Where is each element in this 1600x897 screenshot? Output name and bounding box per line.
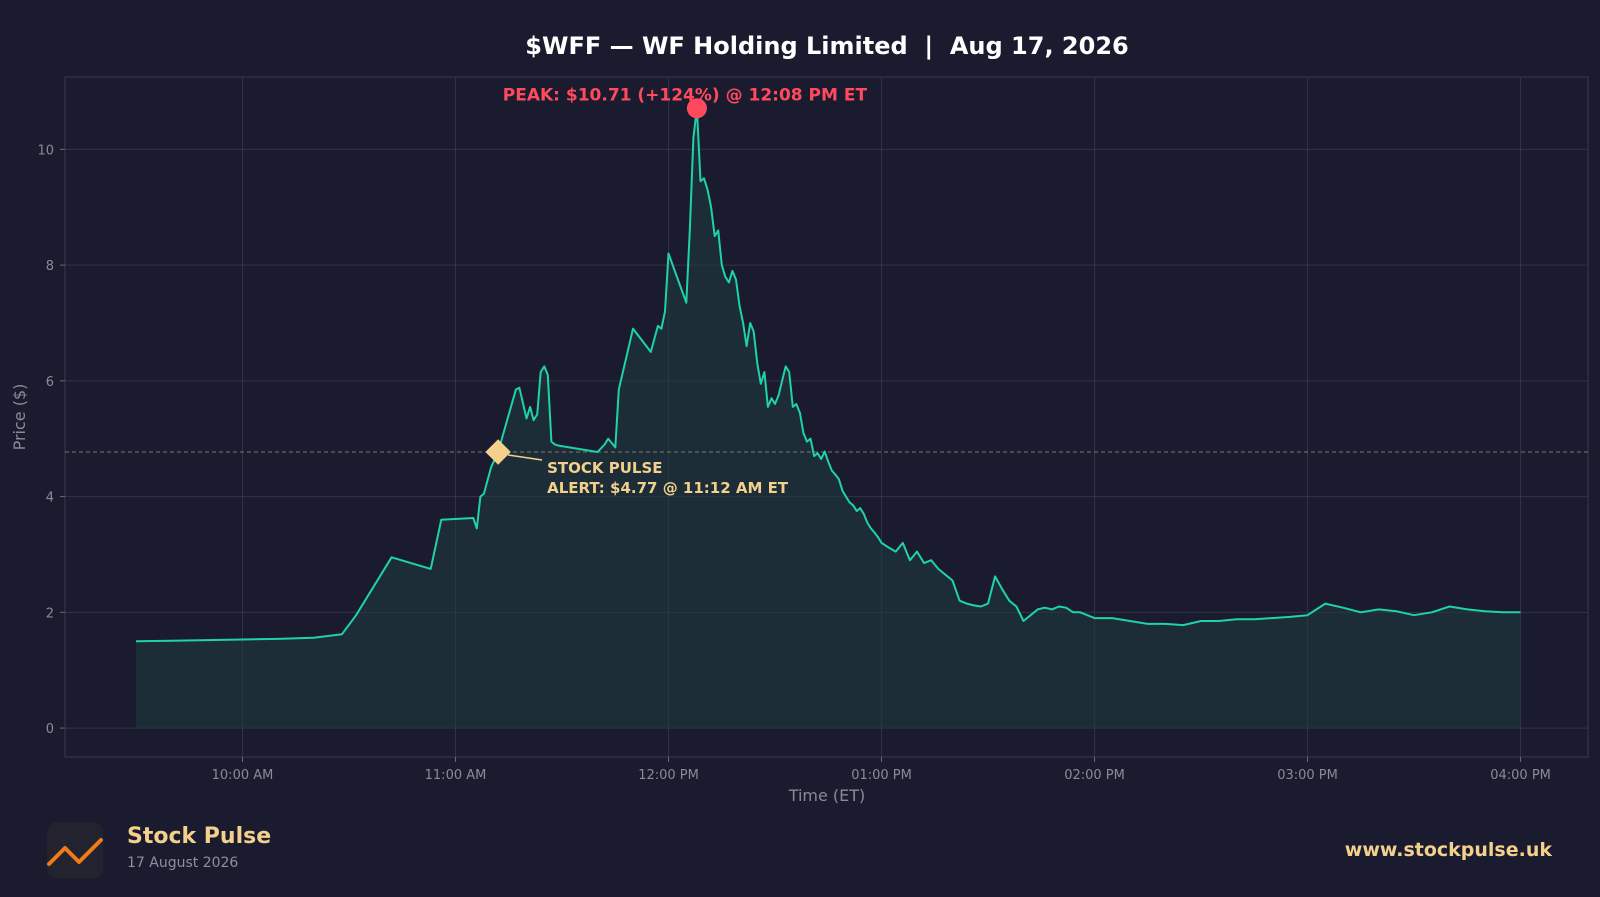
alert-label-detail: ALERT: $4.77 @ 11:12 AM ET xyxy=(547,479,789,497)
footer-date: 17 August 2026 xyxy=(127,855,239,871)
price-line xyxy=(135,107,1521,643)
price-area-fill xyxy=(136,108,1521,729)
chart-title: $WFF — WF Holding Limited | Aug 17, 2026 xyxy=(525,32,1128,60)
stock-pulse-logo xyxy=(47,822,103,878)
peak-marker xyxy=(686,98,707,119)
x-tick-label: 12:00 PM xyxy=(638,768,699,783)
footer-website-link[interactable]: www.stockpulse.uk xyxy=(1344,839,1552,861)
alert-connector xyxy=(508,454,543,461)
y-tick-label: 2 xyxy=(46,606,54,621)
y-tick-label: 4 xyxy=(46,491,54,506)
y-tick-label: 10 xyxy=(37,143,54,158)
plot-frame xyxy=(64,76,1589,758)
x-tick-label: 03:00 PM xyxy=(1277,768,1338,783)
x-tick-label: 04:00 PM xyxy=(1490,768,1551,783)
x-axis-label: Time (ET) xyxy=(788,786,866,805)
x-tick-label: 02:00 PM xyxy=(1064,768,1125,783)
chart-trend-icon xyxy=(47,838,103,866)
alert-label-title: STOCK PULSE xyxy=(547,459,662,477)
x-tick-label: 11:00 AM xyxy=(425,768,487,783)
x-tick-label: 10:00 AM xyxy=(212,768,274,783)
y-axis-label: Price ($) xyxy=(10,384,29,451)
y-tick-label: 6 xyxy=(46,375,54,390)
footer-brand: Stock Pulse xyxy=(127,824,272,849)
y-tick-label: 0 xyxy=(46,722,54,737)
peak-label: PEAK: $10.71 (+124%) @ 12:08 PM ET xyxy=(503,85,868,105)
alert-marker xyxy=(485,439,511,465)
x-tick-label: 01:00 PM xyxy=(851,768,912,783)
y-tick-label: 8 xyxy=(46,259,54,274)
